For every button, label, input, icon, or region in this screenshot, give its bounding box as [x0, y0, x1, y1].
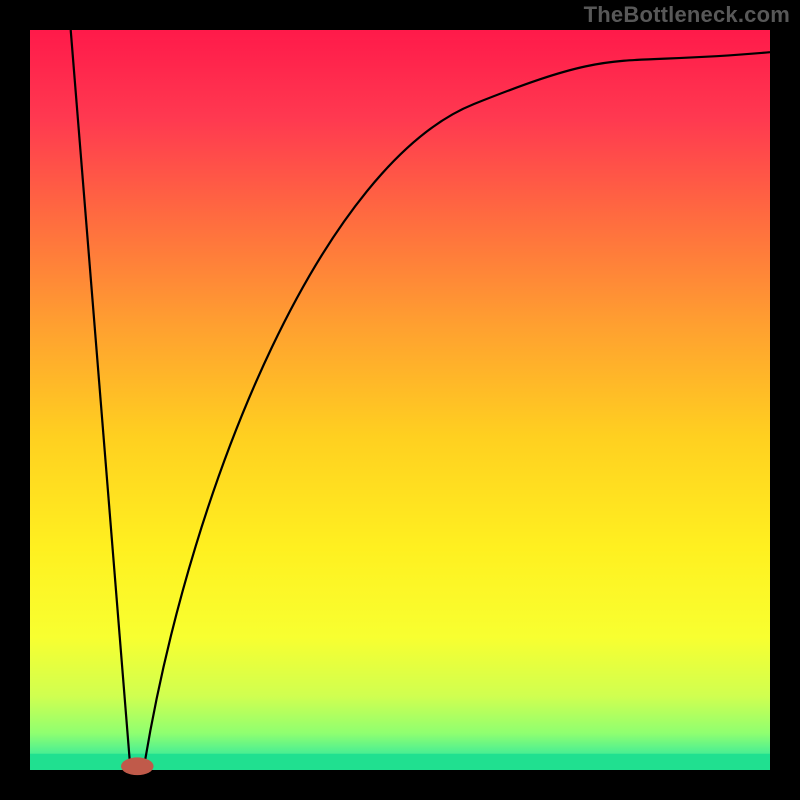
- chart-container: TheBottleneck.com: [0, 0, 800, 800]
- chart-frame: TheBottleneck.com: [0, 0, 800, 800]
- curve-layer: [30, 30, 770, 770]
- dip-marker: [121, 757, 154, 775]
- curve-left-branch: [71, 30, 130, 763]
- attribution-text: TheBottleneck.com: [584, 2, 790, 28]
- curve-right-branch: [145, 52, 770, 762]
- plot-area: [30, 30, 770, 770]
